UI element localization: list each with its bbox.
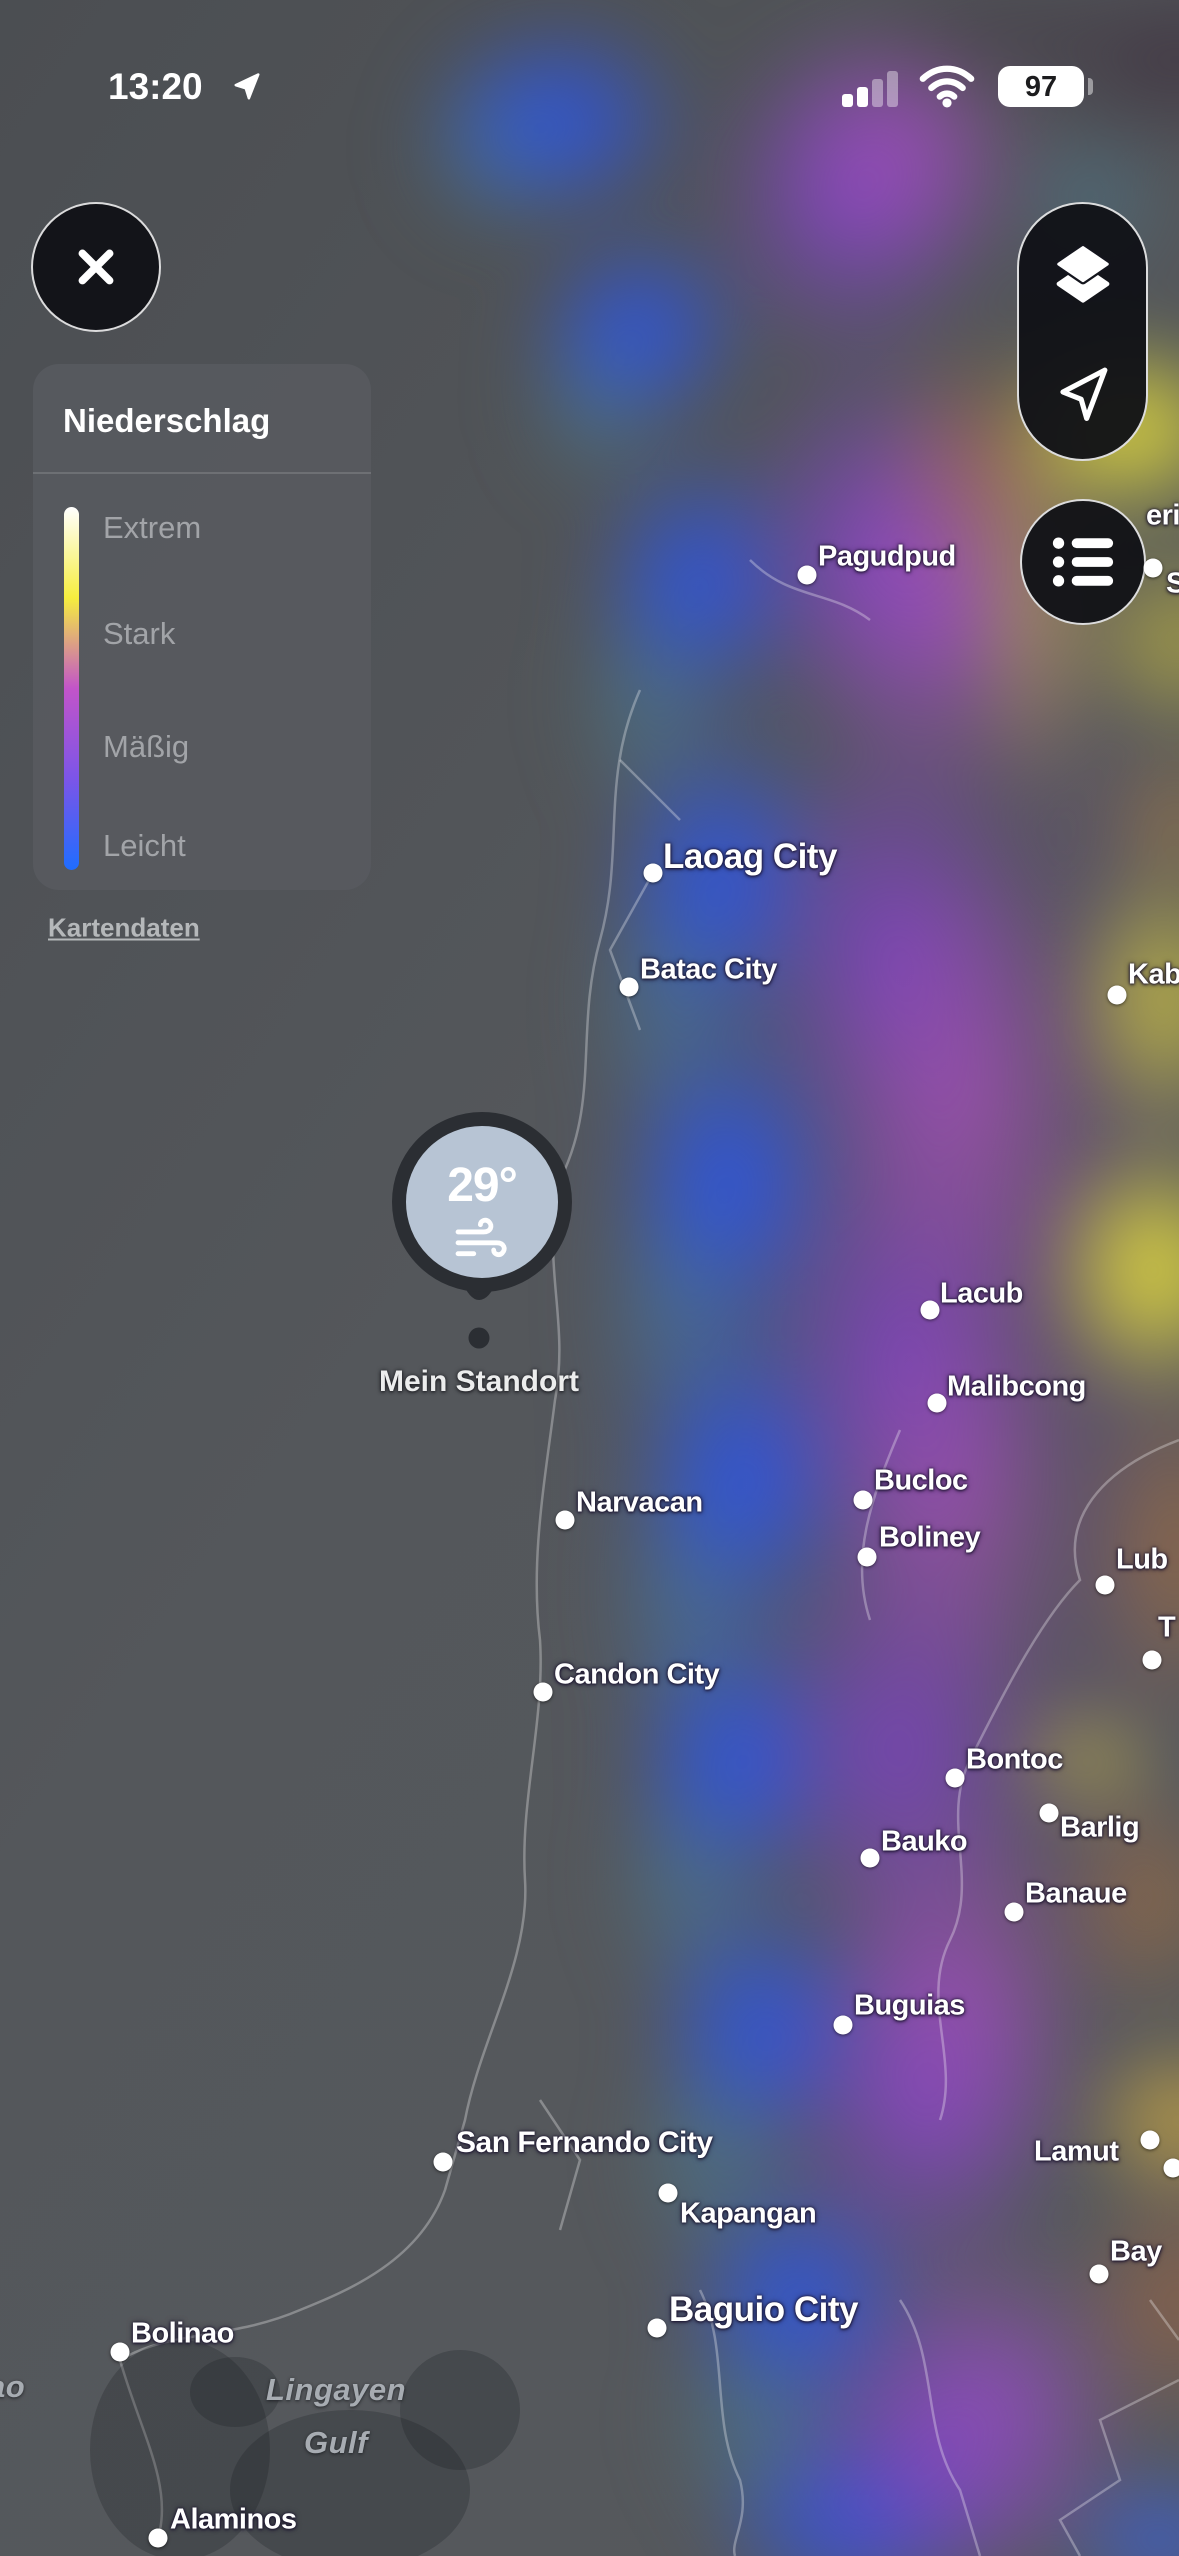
city-dot-malibcong xyxy=(927,1393,947,1413)
city-dot-laoag-city xyxy=(643,863,663,883)
my-location-label: Mein Standort xyxy=(379,1365,579,1398)
city-dot-candon-city xyxy=(533,1682,553,1702)
city-label-boliney: Boliney xyxy=(879,1521,981,1554)
map-attribution-link[interactable]: Kartendaten xyxy=(48,912,200,943)
water-label-gulf: Gulf xyxy=(304,2425,368,2460)
city-label-bay: Bay xyxy=(1110,2235,1162,2268)
precipitation-scale-bar xyxy=(64,507,79,870)
city-dot-s xyxy=(1143,558,1163,578)
wind-icon xyxy=(455,1217,507,1258)
city-dot-san-fernando-city xyxy=(433,2152,453,2172)
city-label-baguio-city: Baguio City xyxy=(669,2290,858,2329)
city-dot-bauko xyxy=(860,1848,880,1868)
status-bar-time: 13:20 xyxy=(108,66,203,107)
city-dot-bolinao xyxy=(110,2342,130,2362)
city-dot-boliney xyxy=(857,1547,877,1567)
city-label-san-fernando-city: San Fernando City xyxy=(456,2126,713,2159)
close-icon xyxy=(78,249,114,285)
city-label-s: S xyxy=(1166,567,1179,600)
layer-list-button[interactable] xyxy=(1020,499,1146,625)
city-label-laoag-city: Laoag City xyxy=(663,837,837,876)
city-label-lamut: Lamut xyxy=(1034,2135,1119,2168)
city-label-pagudpud: Pagudpud xyxy=(818,540,956,573)
city-dot-narvacan xyxy=(555,1510,575,1530)
wifi-icon xyxy=(919,65,975,108)
water-label-ao: ao xyxy=(0,2369,26,2404)
city-dot xyxy=(1140,2130,1160,2150)
locate-me-button[interactable] xyxy=(1019,346,1146,438)
city-label-kapangan: Kapangan xyxy=(680,2197,817,2230)
city-label-banaue: Banaue xyxy=(1025,1877,1127,1910)
city-dot xyxy=(1163,2158,1179,2178)
city-dot-batac-city xyxy=(619,977,639,997)
city-dot-buguias xyxy=(833,2015,853,2035)
city-dot-bucloc xyxy=(853,1490,873,1510)
city-label-bucloc: Bucloc xyxy=(874,1464,968,1497)
legend-divider xyxy=(33,472,371,474)
city-dot-alaminos xyxy=(148,2528,168,2548)
legend-level-stark: Stark xyxy=(103,616,176,651)
city-dot-bontoc xyxy=(945,1768,965,1788)
navigation-arrow-icon xyxy=(1059,367,1107,421)
precipitation-legend-panel: Niederschlag Extrem Stark Mäßig Leicht xyxy=(33,364,371,890)
battery-indicator: 97 xyxy=(998,66,1084,107)
close-button[interactable] xyxy=(31,202,161,332)
status-bar-right: 97 xyxy=(842,62,1102,112)
city-label-barlig: Barlig xyxy=(1060,1811,1140,1844)
city-label-buguias: Buguias xyxy=(854,1989,965,2022)
list-icon xyxy=(1052,537,1114,587)
city-label-bontoc: Bontoc xyxy=(966,1743,1063,1776)
city-dot-banaue xyxy=(1004,1902,1024,1922)
city-dot-baguio-city xyxy=(647,2318,667,2338)
pin-temperature: 29° xyxy=(447,1159,518,1212)
city-label-bauko: Bauko xyxy=(881,1825,968,1858)
city-label-candon-city: Candon City xyxy=(554,1658,720,1691)
city-dot-barlig xyxy=(1039,1803,1059,1823)
city-label-lub: Lub xyxy=(1116,1543,1168,1576)
city-dot-lub xyxy=(1095,1575,1115,1595)
city-label-kab: Kab xyxy=(1128,958,1179,991)
city-dot-kab xyxy=(1107,985,1127,1005)
legend-level-extrem: Extrem xyxy=(103,510,202,545)
water-label-lingayen: Lingayen xyxy=(265,2372,407,2407)
city-label-alaminos: Alaminos xyxy=(170,2503,297,2536)
city-dot-t xyxy=(1142,1650,1162,1670)
location-services-icon xyxy=(234,73,260,100)
legend-level-mäßig: Mäßig xyxy=(103,729,190,764)
city-dot-kapangan xyxy=(658,2183,678,2203)
city-label-batac-city: Batac City xyxy=(640,953,777,986)
map-layers-button[interactable] xyxy=(1019,228,1146,320)
my-location-dot xyxy=(468,1327,490,1349)
city-label-bolinao: Bolinao xyxy=(131,2317,234,2350)
city-dot-pagudpud xyxy=(797,565,817,585)
city-dot-lacub xyxy=(920,1300,940,1320)
city-label-lacub: Lacub xyxy=(940,1277,1023,1310)
legend-title: Niederschlag xyxy=(63,402,271,439)
layers-icon xyxy=(1054,243,1111,303)
battery-nub xyxy=(1088,78,1093,95)
city-dot-bay xyxy=(1089,2264,1109,2284)
city-label-eri: eri xyxy=(1146,499,1179,532)
legend-level-leicht: Leicht xyxy=(103,828,186,863)
city-label-narvacan: Narvacan xyxy=(576,1486,703,1519)
map-controls-pill xyxy=(1017,202,1148,461)
cellular-signal-icon xyxy=(842,71,898,107)
city-label-malibcong: Malibcong xyxy=(947,1370,1086,1403)
city-label-t: T xyxy=(1158,1611,1176,1644)
my-location-pin[interactable] xyxy=(382,1100,582,1330)
